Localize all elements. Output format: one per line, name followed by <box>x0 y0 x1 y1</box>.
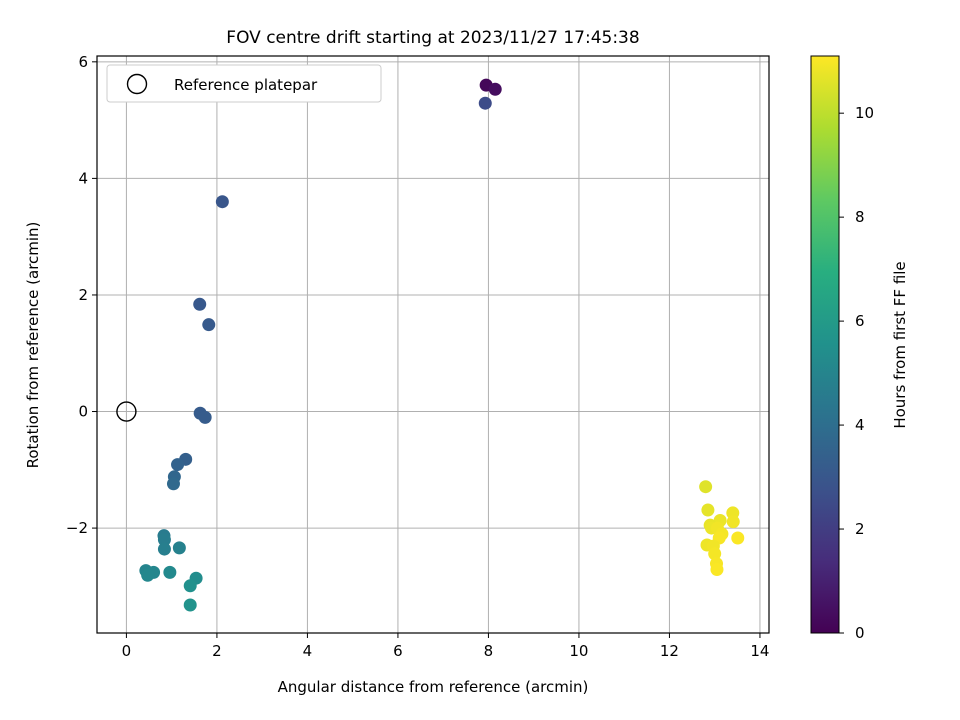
colorbar: 0 2 4 6 8 10 Hours from first FF file <box>810 55 909 642</box>
colorbar-gradient <box>810 55 840 634</box>
data-point <box>157 533 171 547</box>
data-point <box>488 82 502 96</box>
x-tick-label: 4 <box>303 642 313 660</box>
plot-frame <box>96 55 770 634</box>
y-axis-ticks: −2 0 2 4 6 <box>66 53 97 537</box>
colorbar-tick-label: 10 <box>855 104 874 122</box>
data-point <box>141 568 155 582</box>
data-point <box>166 477 180 491</box>
colorbar-tick-label: 6 <box>855 312 865 330</box>
colorbar-tick-label: 0 <box>855 624 865 642</box>
colorbar-ticks: 0 2 4 6 8 10 <box>839 104 874 642</box>
data-points <box>116 78 745 612</box>
x-tick-label: 12 <box>660 642 679 660</box>
data-point <box>172 541 186 555</box>
data-point <box>183 579 197 593</box>
legend-label: Reference platepar <box>174 76 318 94</box>
x-axis-label: Angular distance from reference (arcmin) <box>278 678 589 696</box>
data-point <box>710 562 724 576</box>
y-tick-label: 2 <box>78 286 88 304</box>
legend-marker <box>126 73 148 95</box>
x-tick-label: 14 <box>750 642 769 660</box>
x-tick-label: 6 <box>393 642 403 660</box>
colorbar-label: Hours from first FF file <box>891 261 909 428</box>
x-tick-label: 0 <box>122 642 132 660</box>
grid-lines <box>97 56 769 633</box>
x-tick-label: 10 <box>569 642 588 660</box>
x-tick-label: 8 <box>484 642 494 660</box>
legend-box <box>106 64 382 103</box>
data-point <box>701 503 715 517</box>
y-tick-label: 6 <box>78 53 88 71</box>
data-point <box>157 542 171 556</box>
colorbar-tick-label: 2 <box>855 520 865 538</box>
x-tick-label: 2 <box>212 642 222 660</box>
data-point <box>731 531 745 545</box>
reference-point-marker <box>116 401 137 422</box>
x-axis-ticks: 0 2 4 6 8 10 12 14 <box>122 633 769 660</box>
colorbar-tick-label: 8 <box>855 208 865 226</box>
chart-title: FOV centre drift starting at 2023/11/27 … <box>226 28 639 48</box>
data-point <box>193 297 207 311</box>
y-tick-label: 0 <box>78 403 88 421</box>
colorbar-tick-label: 4 <box>855 416 865 434</box>
data-point <box>708 547 722 561</box>
y-axis-label: Rotation from reference (arcmin) <box>24 222 42 469</box>
legend: Reference platepar <box>106 64 382 103</box>
data-point <box>163 565 177 579</box>
data-point <box>202 318 216 332</box>
data-point <box>198 410 212 424</box>
data-point <box>699 480 713 494</box>
data-point <box>726 515 740 529</box>
y-tick-label: −2 <box>66 519 88 537</box>
data-point <box>183 598 197 612</box>
data-point <box>171 458 185 472</box>
data-point <box>215 195 229 209</box>
y-tick-label: 4 <box>78 169 88 187</box>
data-point <box>478 96 492 110</box>
